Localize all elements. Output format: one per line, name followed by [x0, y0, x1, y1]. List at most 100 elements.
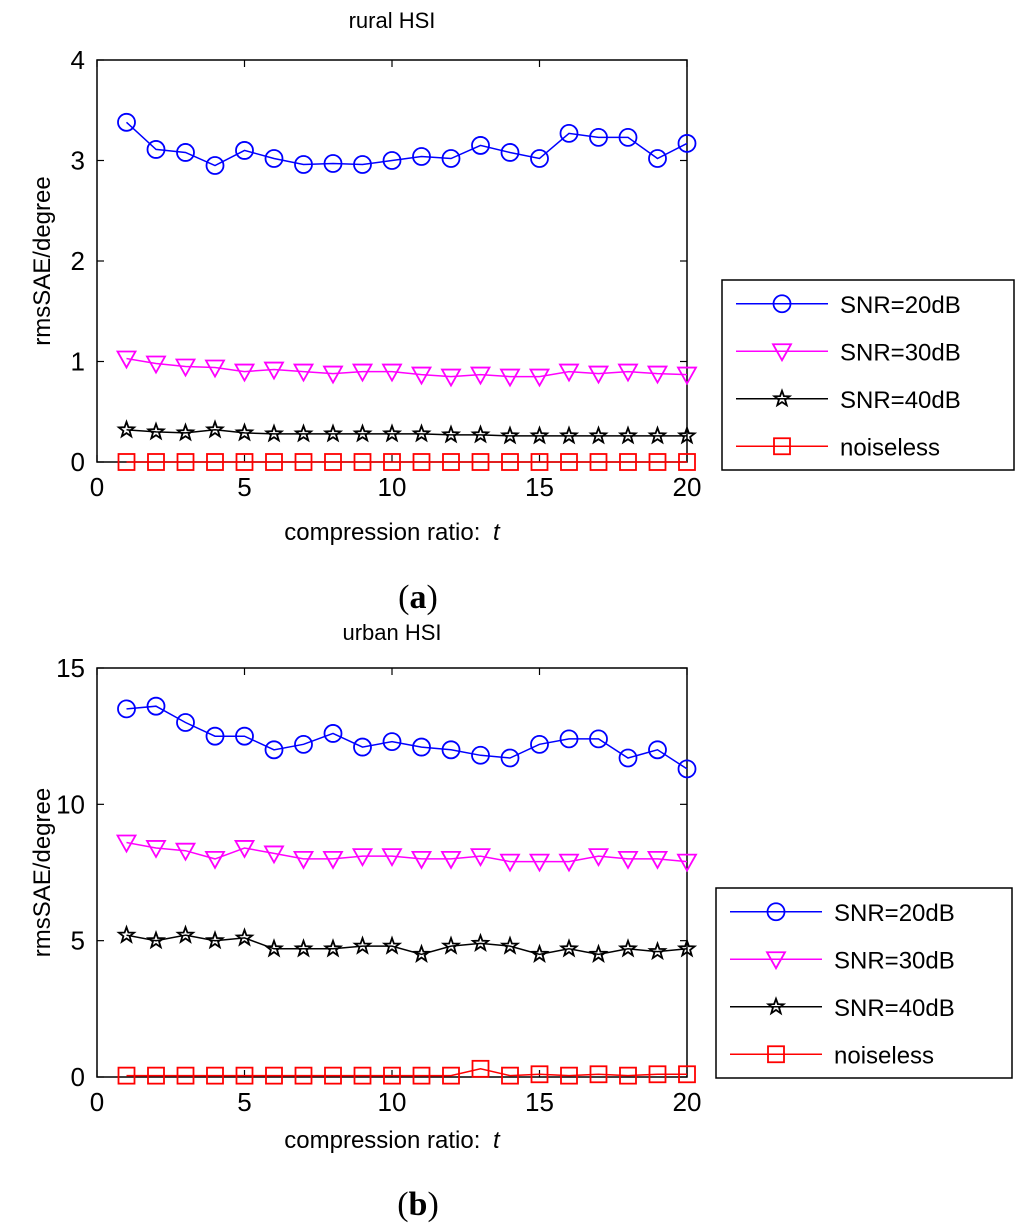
data-point — [677, 759, 697, 779]
data-point — [145, 355, 167, 375]
data-point — [117, 453, 136, 471]
data-point — [115, 350, 138, 370]
legend-marker — [773, 437, 791, 456]
x-tick-label: 5 — [237, 472, 251, 502]
data-point — [323, 154, 343, 173]
legend: SNR=20dB SNR=30dB SNR=40dB noiseless — [721, 279, 1015, 471]
x-axis-label-text: compression ratio: — [284, 519, 487, 546]
data-point — [528, 368, 551, 388]
series-line — [126, 1068, 687, 1077]
x-axis-label-var: t — [493, 519, 501, 546]
data-point — [234, 422, 255, 442]
legend-label: SNR=20dB — [834, 900, 955, 927]
data-point — [265, 1066, 283, 1085]
data-point — [353, 1066, 372, 1085]
data-point — [558, 425, 580, 445]
data-point — [441, 149, 461, 168]
data-point — [322, 938, 344, 958]
data-point — [530, 734, 549, 754]
data-point — [411, 943, 432, 963]
y-axis-label: rmsSAE/degree — [29, 788, 56, 957]
y-axis-label: rmsSAE/degree — [29, 176, 56, 345]
legend-marker — [772, 294, 792, 314]
data-point — [676, 938, 698, 958]
data-point — [471, 745, 490, 765]
x-tick-label: 0 — [90, 472, 104, 502]
data-point — [175, 924, 196, 944]
data-point — [499, 425, 521, 445]
data-point — [353, 453, 372, 471]
data-point — [235, 726, 254, 746]
plot-area — [96, 667, 688, 1078]
data-point — [353, 155, 372, 174]
data-point — [442, 1066, 460, 1085]
data-point — [442, 453, 460, 471]
legend-item: SNR=40dB — [730, 995, 955, 1022]
series-snr-40db — [116, 924, 698, 963]
data-point — [263, 845, 285, 865]
y-tick-label: 4 — [71, 45, 85, 75]
data-point — [381, 848, 403, 867]
data-point — [176, 1066, 195, 1085]
legend-box — [721, 279, 1015, 471]
series-snr-20db — [117, 696, 697, 779]
panel-caption: (a) — [398, 579, 438, 616]
data-point — [381, 363, 403, 383]
data-point — [352, 423, 373, 443]
data-point — [322, 423, 344, 443]
data-point — [618, 748, 638, 768]
data-point — [175, 422, 196, 442]
data-point — [441, 740, 461, 760]
legend-label: SNR=30dB — [834, 947, 955, 974]
data-point — [294, 453, 313, 471]
x-tick-label: 5 — [237, 1087, 251, 1117]
data-point — [646, 850, 669, 870]
x-axis-label-text: compression ratio: — [284, 1127, 487, 1154]
data-point — [204, 850, 226, 870]
x-axis-label: compression ratio: t — [284, 1127, 501, 1154]
data-point — [587, 365, 610, 385]
data-point — [294, 155, 313, 174]
data-point — [589, 127, 608, 147]
data-point — [322, 850, 344, 870]
data-point — [115, 834, 138, 854]
x-tick-label: 15 — [525, 472, 554, 502]
data-point — [293, 423, 314, 443]
data-point — [558, 853, 580, 873]
data-point — [117, 112, 136, 132]
data-point — [206, 1066, 224, 1085]
data-point — [233, 840, 256, 859]
data-point — [530, 149, 549, 168]
data-point — [324, 453, 342, 471]
data-point — [233, 363, 256, 383]
legend-marker — [771, 388, 793, 408]
data-point — [411, 423, 432, 443]
data-point — [530, 1065, 549, 1084]
data-point — [205, 726, 225, 746]
data-point — [145, 930, 167, 950]
data-point — [382, 151, 402, 170]
legend-item: SNR=30dB — [730, 947, 955, 974]
y-tick-label: 2 — [71, 246, 85, 276]
data-point — [176, 453, 195, 471]
data-point — [529, 943, 550, 963]
x-tick-label: 10 — [378, 1087, 407, 1117]
data-point — [412, 737, 431, 757]
data-point — [146, 696, 166, 716]
chart-title: urban HSI — [342, 620, 441, 645]
data-point — [501, 1066, 519, 1085]
data-point — [265, 453, 283, 471]
legend-item: SNR=30dB — [736, 339, 961, 366]
data-point — [619, 453, 637, 471]
y-tick-label: 5 — [71, 926, 85, 956]
data-point — [617, 363, 639, 383]
chart-panel-a: rural HSI 0 5 10 15 20 0 1 2 3 4 compression ratio:… — [29, 8, 1015, 616]
y-tick-label: 0 — [71, 1062, 85, 1092]
data-point — [470, 424, 491, 444]
data-point — [646, 365, 669, 385]
data-point — [560, 453, 578, 471]
data-point — [412, 147, 431, 166]
data-point — [174, 842, 197, 862]
data-point — [410, 366, 433, 386]
series-line — [126, 705, 688, 770]
